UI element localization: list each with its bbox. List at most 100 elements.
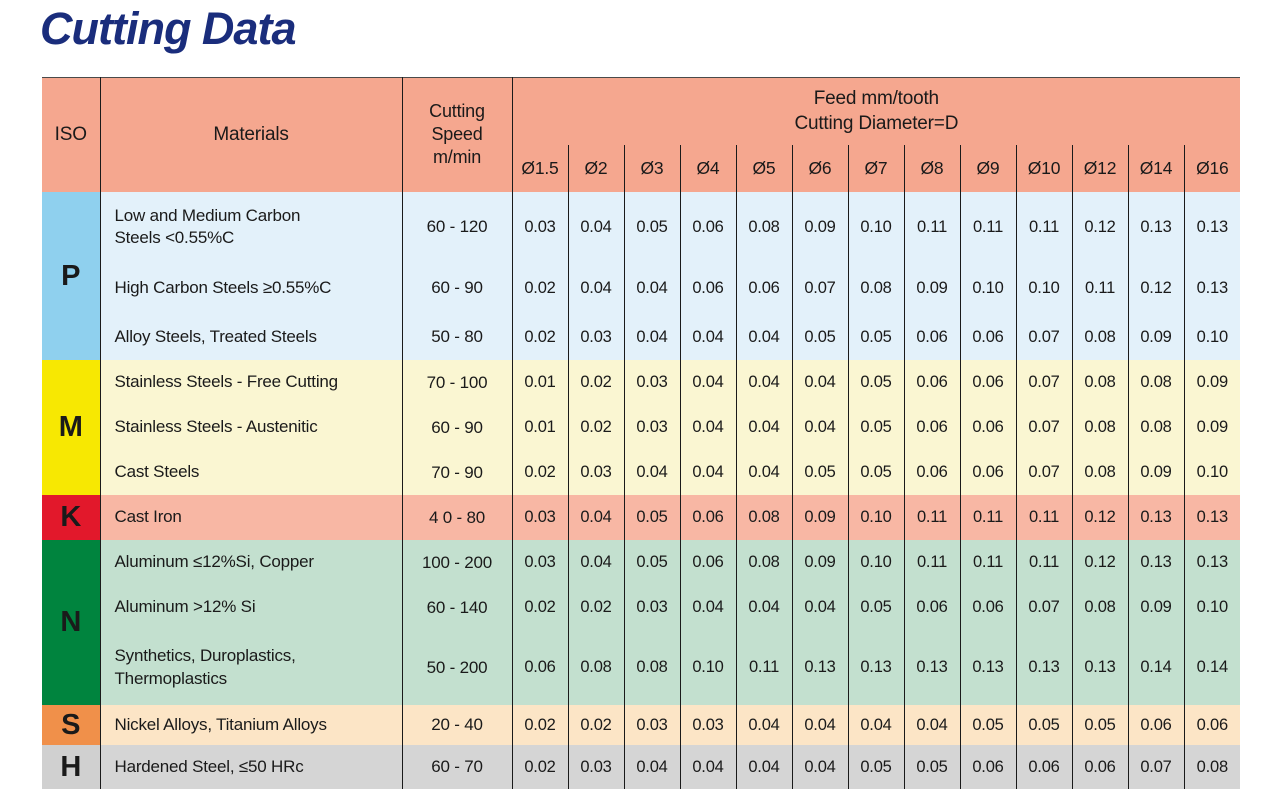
feed-value-cell: 0.09 — [791, 495, 848, 540]
feed-value-cell: 0.08 — [1071, 314, 1128, 360]
table-row-m-3: Cast Steels 70 - 90 0.02 0.03 0.04 0.04 0.04 0.… — [42, 450, 1241, 495]
material-cell: Nickel Alloys, Titanium Alloys — [99, 705, 402, 745]
feed-value-cell: 0.06 — [679, 495, 736, 540]
feed-value-cell: 0.13 — [903, 630, 960, 705]
col-header-cutting-speed: Cutting Speed m/min — [401, 77, 512, 192]
feed-value-cell: 0.12 — [1071, 495, 1128, 540]
feed-value-cell: 0.13 — [1183, 540, 1241, 585]
diameter-header-16: Ø16 — [1183, 145, 1241, 192]
feed-value-cell: 0.08 — [735, 192, 792, 262]
cutting-speed-cell: 70 - 90 — [401, 450, 512, 495]
feed-value-cell: 0.03 — [567, 314, 624, 360]
cutting-speed-cell: 70 - 100 — [401, 360, 512, 405]
feed-value-cell: 0.13 — [1183, 262, 1241, 314]
feed-value-cell: 0.06 — [959, 360, 1016, 405]
feed-value-cell: 0.04 — [847, 705, 904, 745]
col-header-iso: ISO — [42, 77, 100, 192]
feed-value-cell: 0.02 — [511, 585, 568, 630]
feed-value-cell: 0.04 — [735, 585, 792, 630]
feed-value-cell: 0.06 — [903, 450, 960, 495]
cutting-speed-cell: 4 0 - 80 — [401, 495, 512, 540]
feed-title-line1: Feed mm/tooth — [813, 87, 939, 109]
feed-value-cell: 0.02 — [567, 405, 624, 450]
material-cell: High Carbon Steels ≥0.55%C — [99, 262, 402, 314]
feed-value-cell: 0.13 — [1183, 495, 1241, 540]
material-cell: Low and Medium Carbon Steels <0.55%C — [99, 192, 402, 262]
feed-value-cell: 0.11 — [959, 540, 1016, 585]
feed-value-cell: 0.13 — [1071, 630, 1128, 705]
cutting-speed-cell: 60 - 70 — [401, 745, 512, 789]
feed-value-cell: 0.08 — [1071, 450, 1128, 495]
iso-group-P: P — [42, 192, 100, 360]
feed-value-cell: 0.04 — [735, 360, 792, 405]
diameter-header-14: Ø14 — [1127, 145, 1184, 192]
cutting-speed-cell: 60 - 140 — [401, 585, 512, 630]
feed-value-cell: 0.08 — [1183, 745, 1241, 789]
diameter-header-8: Ø8 — [903, 145, 960, 192]
feed-value-cell: 0.05 — [847, 745, 904, 789]
feed-value-cell: 0.09 — [1183, 405, 1241, 450]
feed-value-cell: 0.04 — [735, 745, 792, 789]
feed-value-cell: 0.10 — [1183, 450, 1241, 495]
diameter-header-2: Ø2 — [567, 145, 624, 192]
feed-value-cell: 0.08 — [1127, 405, 1184, 450]
table-body: P Low and Medium Carbon Steels <0.55%C 60 … — [42, 192, 1241, 789]
material-cell: Cast Iron — [99, 495, 402, 540]
cutting-speed-cell: 100 - 200 — [401, 540, 512, 585]
feed-value-cell: 0.13 — [1183, 192, 1241, 262]
header-row-diameters: Ø1.5 Ø2 Ø3 Ø4 Ø5 Ø6 Ø7 Ø8 Ø9 Ø10 Ø12 Ø14 Ø16 — [42, 145, 1241, 192]
feed-value-cell: 0.04 — [791, 405, 848, 450]
feed-value-cell: 0.10 — [959, 262, 1016, 314]
feed-value-cell: 0.08 — [1071, 585, 1128, 630]
table-row-n-3: Synthetics, Duroplastics, Thermoplastics… — [42, 630, 1241, 705]
feed-value-cell: 0.09 — [1127, 585, 1184, 630]
feed-value-cell: 0.04 — [679, 360, 736, 405]
col-header-materials: Materials — [99, 77, 402, 192]
feed-value-cell: 0.05 — [847, 360, 904, 405]
feed-value-cell: 0.06 — [679, 540, 736, 585]
feed-value-cell: 0.14 — [1127, 630, 1184, 705]
material-cell: Alloy Steels, Treated Steels — [99, 314, 402, 360]
feed-value-cell: 0.11 — [903, 495, 960, 540]
feed-value-cell: 0.08 — [1071, 405, 1128, 450]
feed-value-cell: 0.13 — [791, 630, 848, 705]
feed-value-cell: 0.05 — [903, 745, 960, 789]
feed-value-cell: 0.09 — [1127, 450, 1184, 495]
feed-value-cell: 0.11 — [1015, 540, 1072, 585]
feed-value-cell: 0.04 — [623, 314, 680, 360]
iso-group-S: S — [42, 705, 100, 745]
feed-value-cell: 0.11 — [959, 495, 1016, 540]
feed-value-cell: 0.06 — [959, 745, 1016, 789]
feed-value-cell: 0.04 — [679, 314, 736, 360]
feed-value-cell: 0.05 — [1015, 705, 1072, 745]
table-row-s-1: S Nickel Alloys, Titanium Alloys 20 - 40 0.… — [42, 705, 1241, 745]
feed-title-line2: Cutting Diameter=D — [794, 113, 959, 135]
feed-value-cell: 0.02 — [511, 745, 568, 789]
iso-group-M: M — [42, 360, 100, 495]
feed-value-cell: 0.05 — [847, 585, 904, 630]
table-row-m-1: M Stainless Steels - Free Cutting 70 - 100… — [42, 360, 1241, 495]
diameter-header-12: Ø12 — [1071, 145, 1128, 192]
feed-value-cell: 0.03 — [511, 540, 568, 585]
table-header: ISO Materials Cutting Speed m/min Feed m… — [42, 77, 1241, 192]
feed-value-cell: 0.06 — [1015, 745, 1072, 789]
feed-value-cell: 0.04 — [679, 745, 736, 789]
feed-value-cell: 0.11 — [1015, 495, 1072, 540]
feed-value-cell: 0.02 — [567, 585, 624, 630]
feed-value-cell: 0.09 — [791, 192, 848, 262]
feed-value-cell: 0.11 — [735, 630, 792, 705]
feed-value-cell: 0.10 — [1015, 262, 1072, 314]
iso-group-N: N — [42, 540, 100, 705]
feed-value-cell: 0.05 — [847, 450, 904, 495]
feed-value-cell: 0.04 — [791, 585, 848, 630]
feed-value-cell: 0.04 — [679, 450, 736, 495]
table-row-h-1: H Hardened Steel, ≤50 HRc 60 - 70 0.02 0.03 0… — [42, 745, 1241, 789]
cutting-speed-cell: 50 - 200 — [401, 630, 512, 705]
feed-value-cell: 0.06 — [903, 585, 960, 630]
feed-value-cell: 0.04 — [679, 585, 736, 630]
diameter-header-9: Ø9 — [959, 145, 1016, 192]
diameter-header-5: Ø5 — [735, 145, 792, 192]
feed-value-cell: 0.13 — [1127, 192, 1184, 262]
feed-value-cell: 0.03 — [623, 585, 680, 630]
feed-value-cell: 0.04 — [791, 360, 848, 405]
